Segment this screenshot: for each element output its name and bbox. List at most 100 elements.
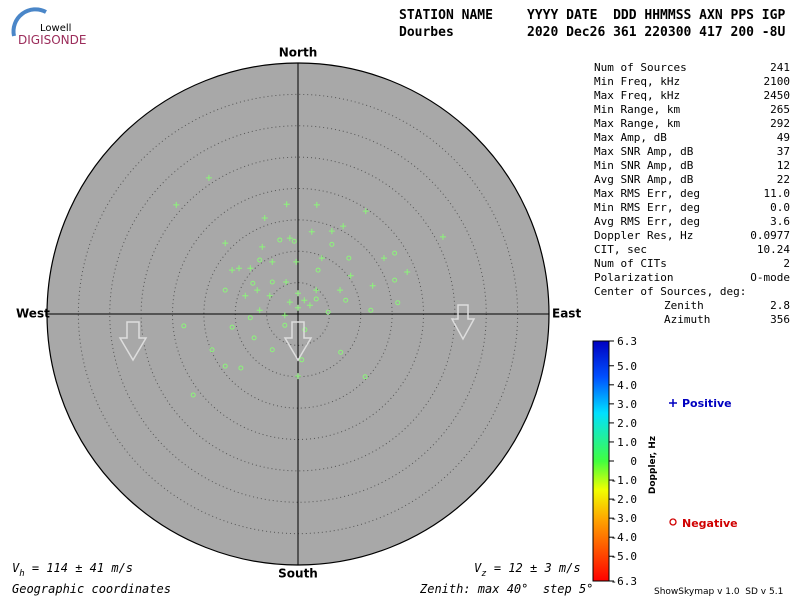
source-positive <box>404 268 411 275</box>
source-positive <box>173 201 180 208</box>
legend-negative: Negative <box>682 517 738 530</box>
source-negative <box>313 296 319 302</box>
source-negative <box>346 255 352 261</box>
stat-value: 2 <box>783 257 790 270</box>
source-positive <box>283 278 290 285</box>
source-negative <box>315 267 321 273</box>
stat-value: 356 <box>770 313 790 326</box>
stat-label: Max RMS Err, deg <box>594 187 700 200</box>
stat-value: 2450 <box>764 89 791 102</box>
source-positive <box>229 267 236 274</box>
stat-value: 3.6 <box>770 215 790 228</box>
source-positive <box>295 304 301 311</box>
header-values: 2020 Dec26 361 220300 417 200 -8U <box>527 25 785 40</box>
legend-plus <box>669 399 677 407</box>
compass-label: West <box>16 307 50 321</box>
colorbar-label: Doppler, Hz <box>648 436 658 494</box>
colorbar-tick-label: -1.0 <box>611 474 638 487</box>
source-positive <box>222 240 229 247</box>
source-positive <box>254 287 261 294</box>
source-negative <box>368 307 374 313</box>
stat-label: Min RMS Err, deg <box>594 201 700 214</box>
colorbar-tick-label: 1.0 <box>617 436 637 449</box>
stat-label: Max Range, km <box>594 117 680 130</box>
source-positive <box>328 228 335 235</box>
source-negative <box>329 241 335 247</box>
vh-part: V <box>12 561 20 575</box>
legend-circle <box>669 518 677 526</box>
source-negative <box>299 357 305 363</box>
colorbar-tick-label: 0 <box>630 455 637 468</box>
colorbar-tick-label: 6.3 <box>617 335 637 348</box>
stat-value: 22 <box>777 173 790 186</box>
vh-text: Vh = 114 ± 41 m/s <box>12 561 133 579</box>
source-negative <box>282 322 288 328</box>
stat-value: 2.8 <box>770 299 790 312</box>
stat-label: Max SNR Amp, dB <box>594 145 694 158</box>
colorbar-tick-label: -6.3 <box>611 575 638 588</box>
source-negative <box>250 280 256 286</box>
coords-text: Geographic coordinates <box>12 582 171 596</box>
source-positive <box>236 265 243 272</box>
compass-label: North <box>279 46 317 60</box>
source-negative <box>392 250 398 256</box>
source-negative <box>395 300 401 306</box>
source-negative <box>209 347 215 353</box>
colorbar-tick-label: 5.0 <box>617 360 637 373</box>
stat-label: Avg RMS Err, deg <box>594 215 700 228</box>
stats-table: Num of Sources 241 Min Freq, kHz 2100 Max Fr… <box>594 61 790 326</box>
source-positive <box>247 265 254 272</box>
source-positive <box>308 228 315 235</box>
stat-value: 2100 <box>764 75 791 88</box>
source-negative <box>247 315 253 321</box>
source-negative <box>302 327 308 333</box>
vz-part: = 12 ± 3 m/s <box>487 561 581 575</box>
source-negative <box>229 324 235 330</box>
stat-label: Num of CITs <box>594 257 667 270</box>
stat-label: Avg SNR Amp, dB <box>594 173 694 186</box>
stat-label: Num of Sources <box>594 61 687 74</box>
source-negative <box>338 349 344 355</box>
source-positive <box>347 272 354 279</box>
stat-value: 292 <box>770 117 790 130</box>
stat-label: Max Freq, kHz <box>594 89 680 102</box>
legend-positive: Positive <box>682 397 732 410</box>
source-positive <box>340 223 347 230</box>
vz-text: Vz = 12 ± 3 m/s <box>474 561 581 579</box>
stat-value: O-mode <box>750 271 790 284</box>
vh-part: = 114 ± 41 m/s <box>25 561 133 575</box>
source-positive <box>283 201 290 208</box>
stat-heading: Center of Sources, deg: <box>594 285 746 298</box>
source-positive <box>295 373 301 380</box>
source-negative <box>269 279 275 285</box>
source-positive <box>301 297 308 304</box>
colorbar-tick-label: -5.0 <box>611 550 638 563</box>
source-positive <box>318 255 325 262</box>
source-positive <box>256 307 263 314</box>
stat-value: 10.24 <box>757 243 790 256</box>
zenith-text: Zenith: max 40° step 5° <box>419 582 593 596</box>
source-negative <box>325 309 331 315</box>
source-positive <box>286 235 293 242</box>
source-positive <box>266 292 273 299</box>
colorbar-tick-label: 2.0 <box>617 417 637 430</box>
drift-arrows <box>118 304 476 362</box>
source-positive <box>362 208 369 215</box>
source-negative <box>257 257 263 263</box>
stat-value: 0.0977 <box>750 229 790 242</box>
source-negative <box>343 297 349 303</box>
colorbar-tick-label: -4.0 <box>611 531 638 544</box>
header-columns: YYYY DATE DDD HHMMSS AXN PPS IGP <box>527 8 785 23</box>
source-positive <box>439 233 446 240</box>
source-positive <box>261 214 268 221</box>
source-positive <box>295 290 301 297</box>
source-negative <box>291 238 297 244</box>
version-text: ShowSkymap v 1.0 SD v 5.1 <box>654 587 783 597</box>
source-negative <box>238 365 244 371</box>
source-negative <box>277 237 283 243</box>
colorbar-tick-label: 4.0 <box>617 379 637 392</box>
colorbar <box>592 340 610 582</box>
stat-label: Azimuth <box>664 313 710 326</box>
stat-label: Min Range, km <box>594 103 680 116</box>
